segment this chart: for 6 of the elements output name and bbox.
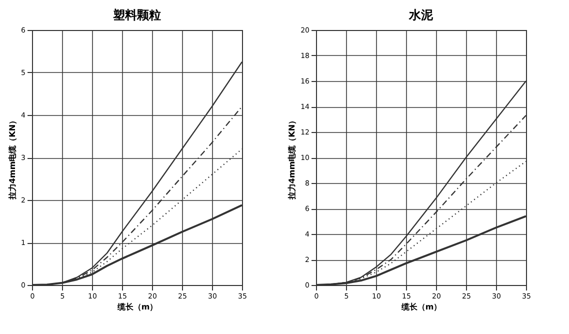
chart-title: 塑料颗粒 bbox=[112, 8, 161, 22]
y-axis-title: 拉力4mm电缆（KN） bbox=[8, 116, 18, 201]
x-axis-title: 缆长（m） bbox=[400, 302, 442, 312]
x-axis-title: 缆长（m） bbox=[116, 302, 158, 312]
chart-title: 水泥 bbox=[408, 8, 434, 22]
y-axis-title: 拉力4mm电缆（KN） bbox=[288, 116, 297, 201]
